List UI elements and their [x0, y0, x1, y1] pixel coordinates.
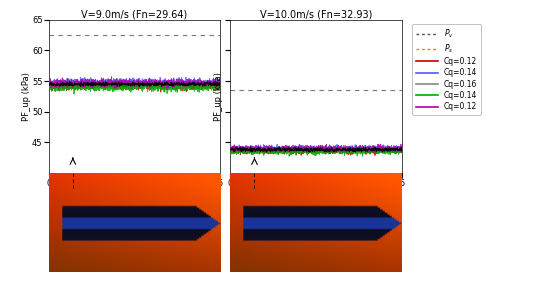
- X-axis label: Time (s): Time (s): [117, 191, 151, 200]
- Y-axis label: PF_up (kPa): PF_up (kPa): [214, 72, 223, 121]
- Title: V=9.0m/s (Fn=29.64): V=9.0m/s (Fn=29.64): [81, 9, 188, 19]
- X-axis label: Time (s): Time (s): [299, 191, 333, 200]
- Legend: $P_v$, $P_s$, Cq=0.12, Cq=0.14, Cq=0.16, Cq=0.14, Cq=0.12: $P_v$, $P_s$, Cq=0.12, Cq=0.14, Cq=0.16,…: [413, 23, 481, 115]
- Y-axis label: PF_up (kPa): PF_up (kPa): [22, 72, 30, 121]
- Title: V=10.0m/s (Fn=32.93): V=10.0m/s (Fn=32.93): [260, 9, 372, 19]
